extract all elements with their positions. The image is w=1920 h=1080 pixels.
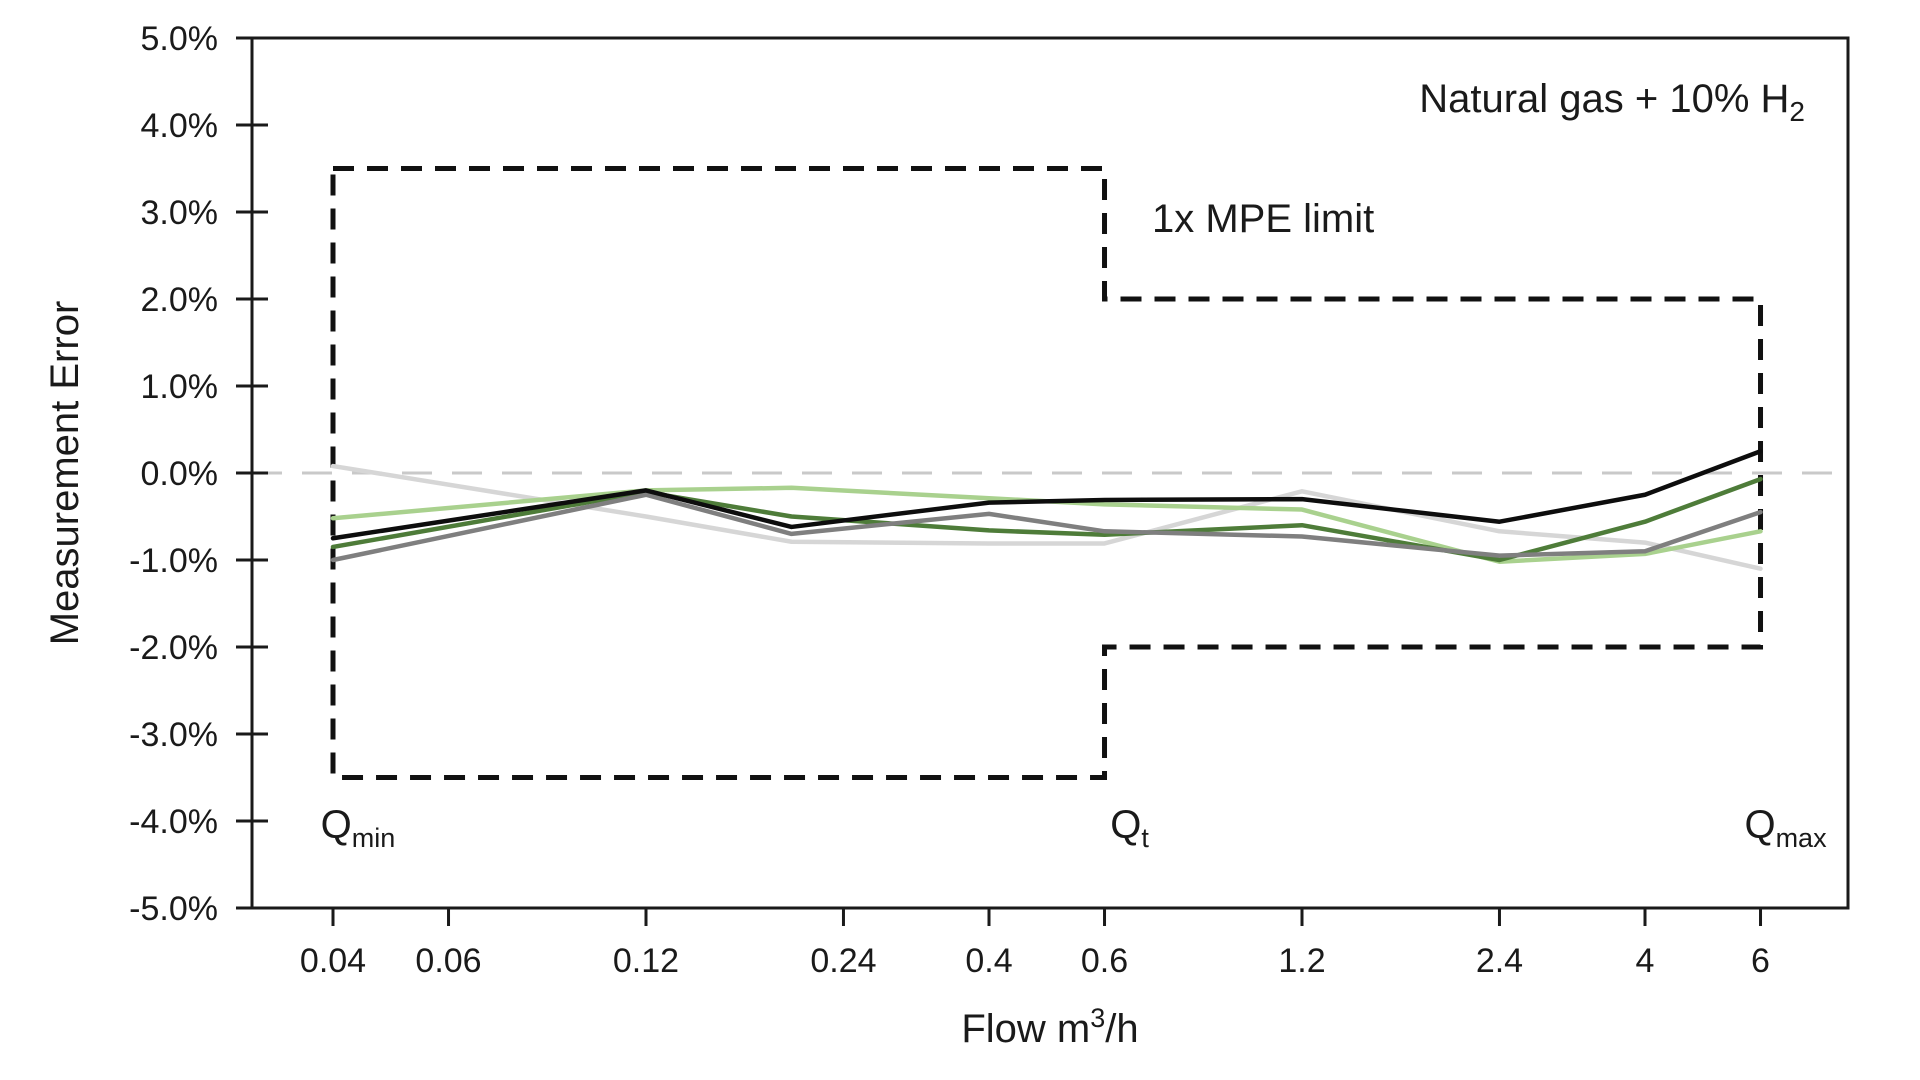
- x-axis-tick-label: 0.6: [1081, 942, 1128, 980]
- series-meter-dark-green: [330, 476, 1763, 563]
- x-axis-tick-label: 0.24: [810, 942, 876, 980]
- x-axis-tick-label: 0.4: [965, 942, 1012, 980]
- flow-marker-qmin: Qmin: [321, 803, 396, 853]
- series-meter-light-gray: [330, 463, 1763, 571]
- series-meter-dark-gray: [330, 492, 1763, 563]
- x-axis-tick-label: 0.04: [300, 942, 366, 980]
- x-axis-title: Flow m3/h: [961, 1003, 1138, 1051]
- y-axis-tick-label: -2.0%: [129, 629, 218, 667]
- x-axis-tick-label: 2.4: [1476, 942, 1523, 980]
- x-axis-tick-label: 4: [1636, 942, 1655, 980]
- x-axis-tick-label: 0.12: [613, 942, 679, 980]
- mpe-envelope: [330, 166, 1764, 780]
- y-axis-tick-label: 0.0%: [141, 455, 219, 493]
- mpe-limit-label: 1x MPE limit: [1152, 197, 1374, 241]
- x-axis-tick-label: 6: [1751, 942, 1770, 980]
- series-meter-black: [330, 449, 1763, 541]
- x-axis-tick-label: 1.2: [1278, 942, 1325, 980]
- y-axis-tick-label: 4.0%: [141, 107, 219, 145]
- y-axis-tick-label: -3.0%: [129, 716, 218, 754]
- y-axis-tick-label: 3.0%: [141, 194, 219, 232]
- y-axis-tick-label: -4.0%: [129, 803, 218, 841]
- y-axis-tick-label: 2.0%: [141, 281, 219, 319]
- series-meter-light-green: [330, 485, 1763, 564]
- y-axis-tick-label: -5.0%: [129, 890, 218, 928]
- chart-title: Natural gas + 10% H2: [1419, 77, 1805, 127]
- flow-marker-qt: Qt: [1110, 803, 1149, 853]
- x-axis-tick-label: 0.06: [415, 942, 481, 980]
- y-axis-title: Measurement Error: [43, 301, 87, 646]
- y-axis-tick-label: 1.0%: [141, 368, 219, 406]
- y-axis-tick-label: 5.0%: [141, 20, 219, 58]
- flow-marker-qmax: Qmax: [1744, 803, 1827, 853]
- y-axis-tick-label: -1.0%: [129, 542, 218, 580]
